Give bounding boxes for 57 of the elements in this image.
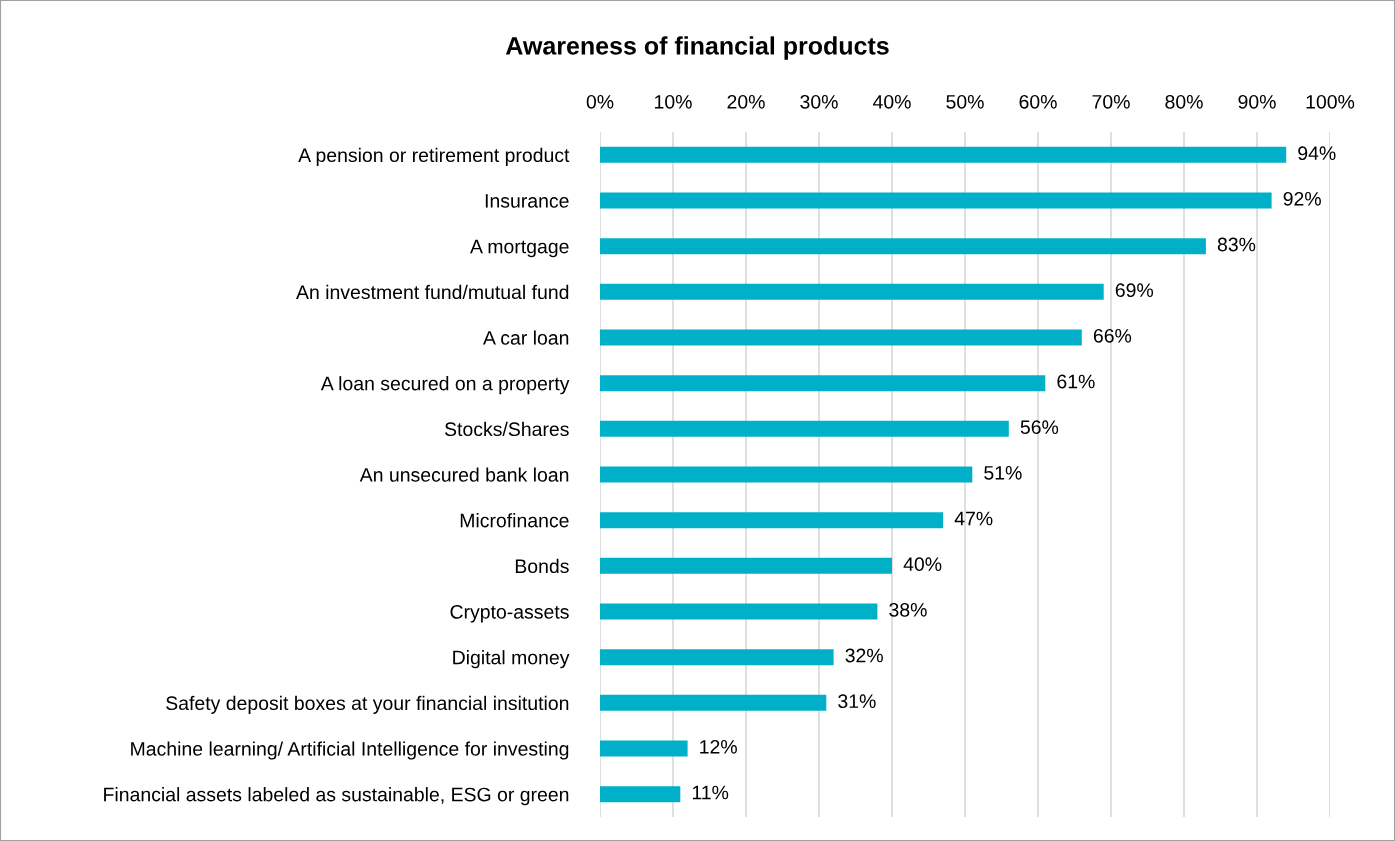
y-tick-label: A pension or retirement product (298, 147, 570, 166)
data-label: 69% (1115, 283, 1154, 298)
bar (600, 192, 1272, 209)
y-tick-label: A loan secured on a property (320, 376, 570, 395)
x-tick-label: 100% (1306, 94, 1355, 109)
y-tick-label: A mortgage (470, 239, 569, 258)
data-label: 40% (903, 557, 942, 572)
data-label: 94% (1298, 146, 1336, 161)
bar (600, 238, 1206, 255)
bar (600, 603, 878, 620)
bar (600, 557, 892, 574)
data-label: 31% (838, 694, 876, 709)
x-tick-label: 20% (727, 94, 765, 109)
x-tick-label: 70% (1092, 94, 1130, 109)
y-tick-label: Financial assets labeled as sustainable, ESG or green (104, 787, 569, 806)
data-label: 66% (1093, 328, 1132, 343)
bar (600, 329, 1082, 346)
y-tick-label: Digital money (453, 650, 570, 669)
bar (600, 375, 1046, 392)
y-tick-label: Machine learning/ Artificial Intelligence for investing (131, 741, 569, 760)
data-label: 56% (1020, 420, 1059, 435)
y-tick-label: An unsecured bank loan (359, 467, 569, 482)
y-tick-label: Insurance (485, 194, 569, 208)
bar (600, 420, 1009, 437)
x-tick-label: 10% (655, 94, 692, 109)
data-label: 47% (954, 511, 993, 526)
chart-title: Awareness of financial products (505, 36, 889, 60)
data-label: 92% (1283, 191, 1321, 206)
data-label: 11% (692, 785, 729, 800)
y-tick-label: An investment fund/mutual fund (296, 284, 569, 300)
data-label: 51% (984, 466, 1022, 480)
bar (600, 694, 827, 711)
x-tick-label: 40% (872, 94, 911, 109)
bar (600, 786, 681, 803)
y-tick-label: Safety deposit boxes at your financial insitution (166, 695, 569, 714)
bar (600, 740, 688, 757)
data-label: 38% (889, 602, 927, 617)
x-tick-label: 60% (1019, 94, 1057, 109)
x-tick-label: 50% (946, 94, 984, 109)
bar (600, 649, 834, 666)
bar (600, 512, 944, 529)
bar (600, 466, 973, 483)
data-label: 32% (845, 648, 883, 663)
data-label: 83% (1217, 237, 1256, 252)
data-label: 61% (1057, 374, 1095, 389)
y-tick-label: Bonds (515, 558, 569, 574)
bar (600, 283, 1104, 300)
data-label: 12% (700, 739, 737, 754)
x-tick-label: 30% (800, 94, 838, 109)
bar (600, 146, 1287, 163)
y-tick-label: Crypto-assets (450, 604, 569, 623)
x-tick-label: 0% (586, 94, 614, 109)
x-tick-label: 80% (1165, 94, 1203, 109)
y-tick-label: Microfinance (460, 513, 569, 528)
y-tick-label: Stocks/Shares (444, 421, 569, 437)
x-tick-label: 90% (1238, 94, 1276, 109)
y-tick-label: A car loan (483, 330, 569, 345)
